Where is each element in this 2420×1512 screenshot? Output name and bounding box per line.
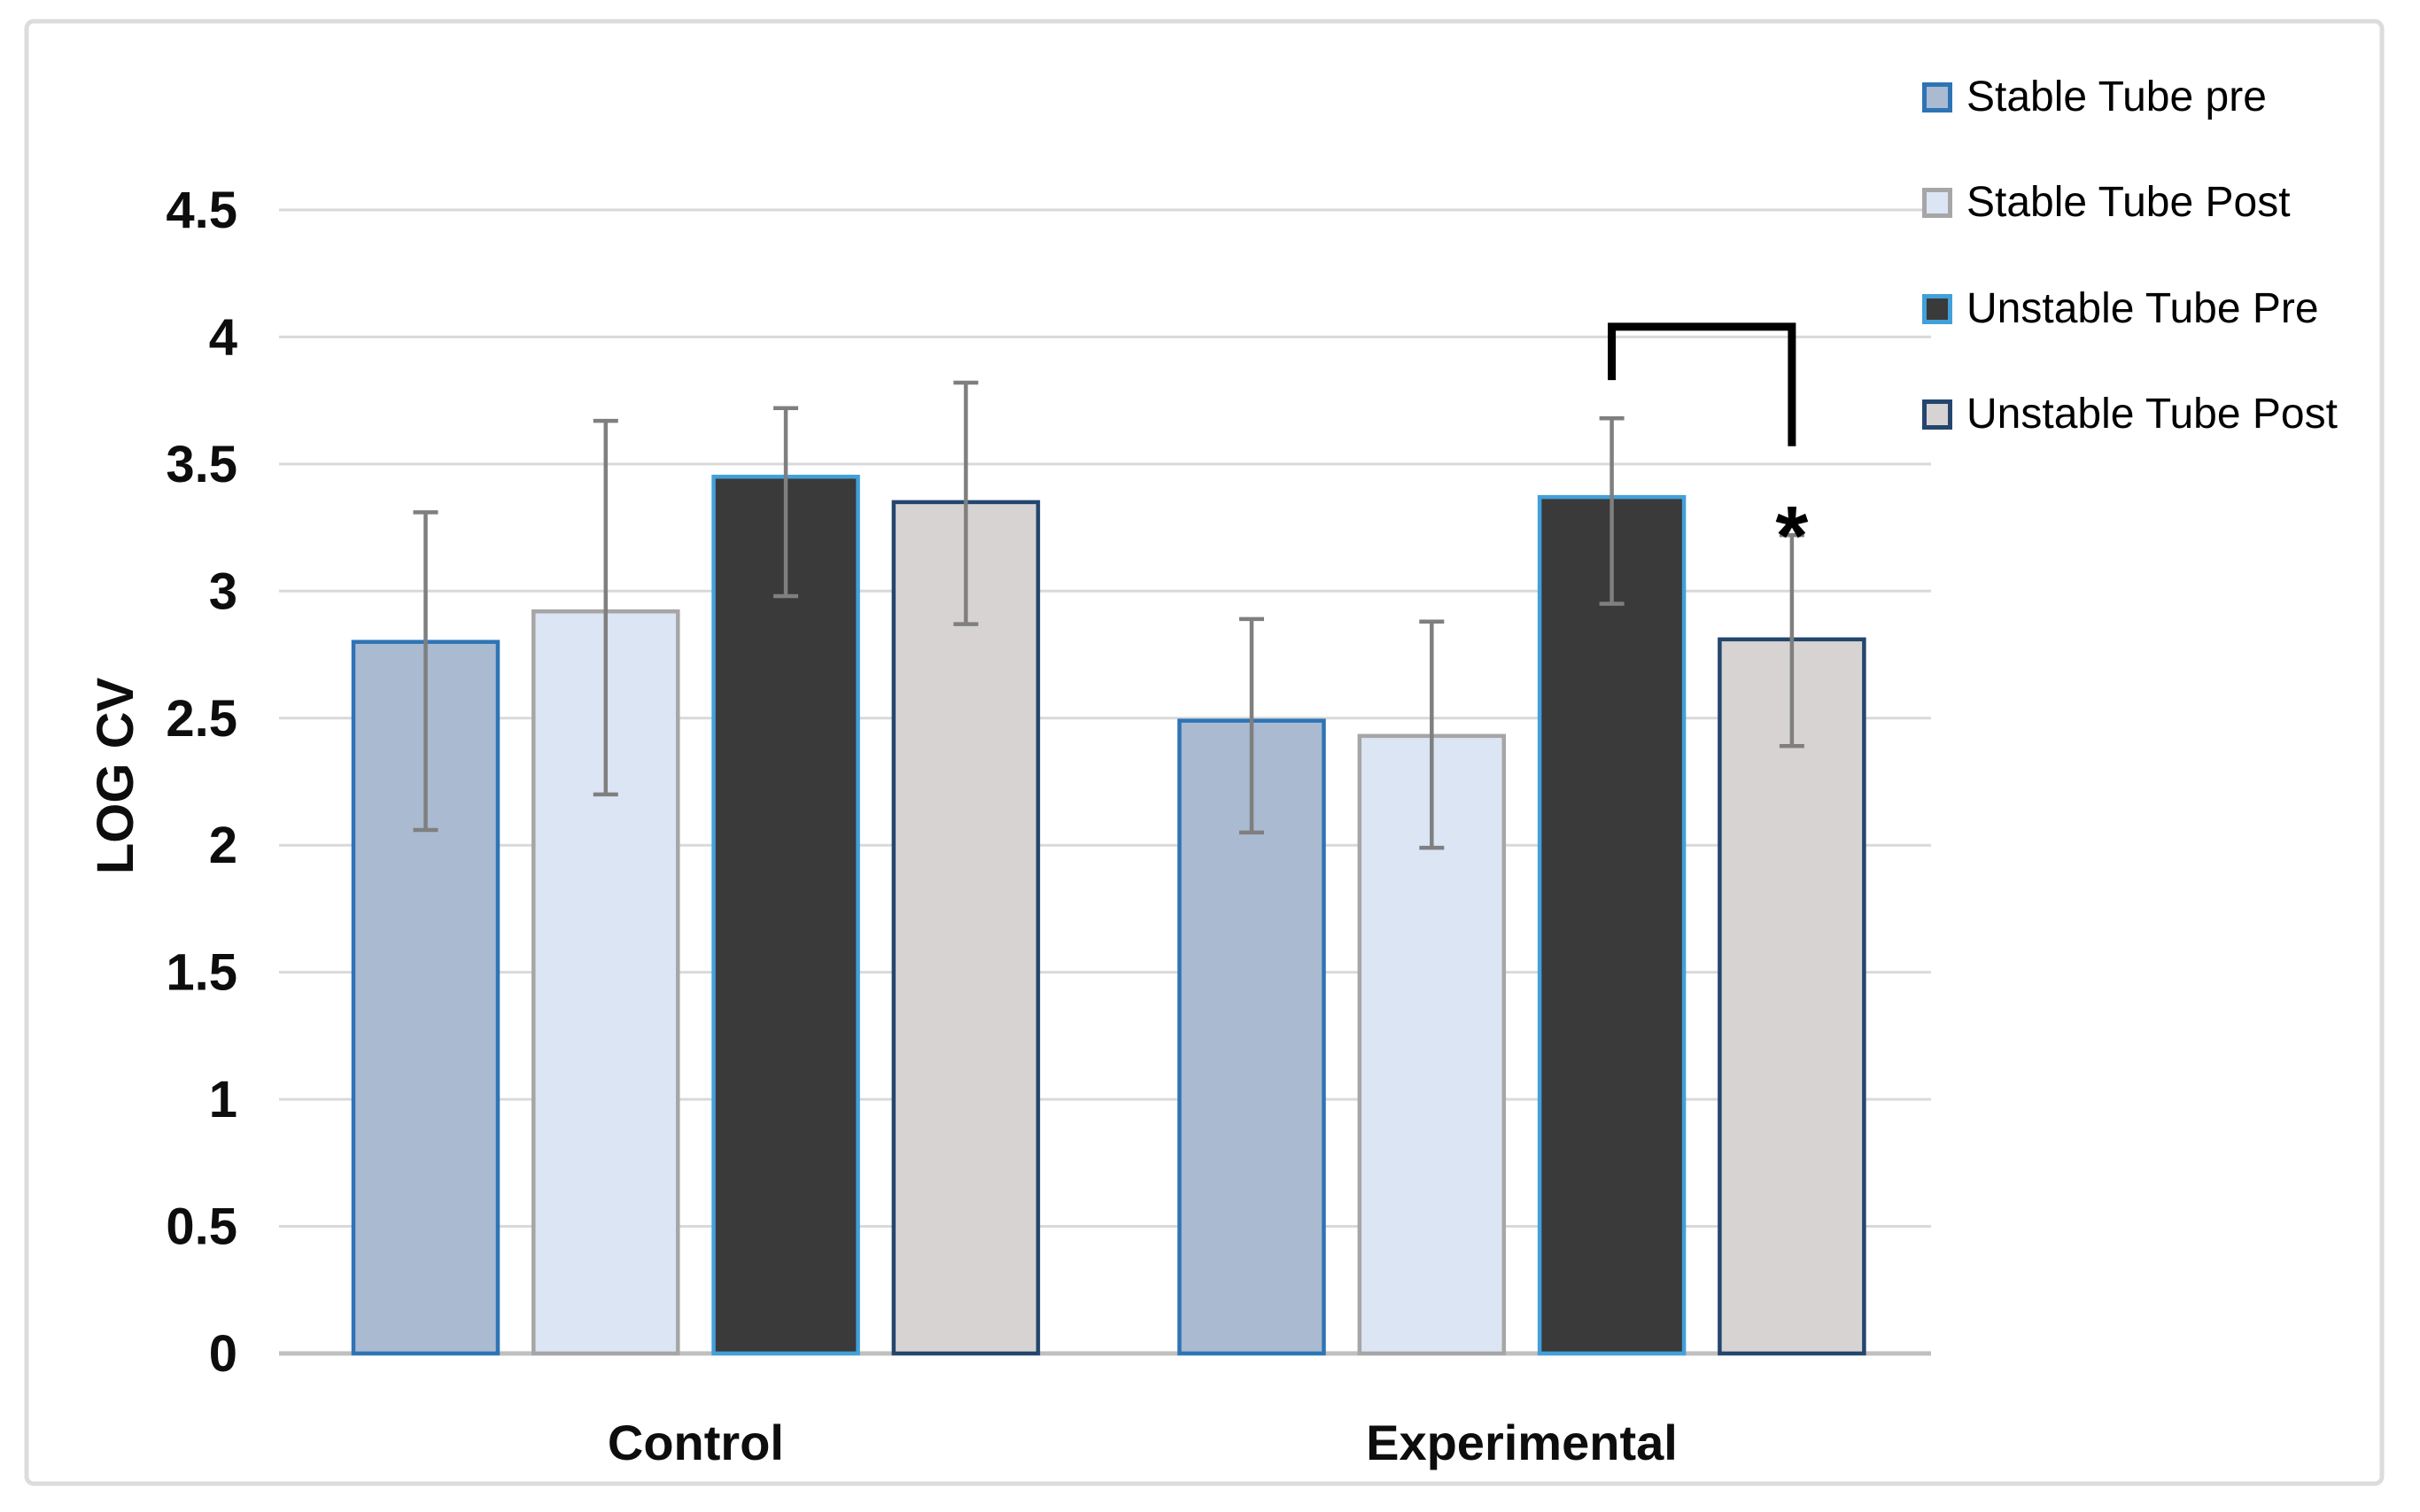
bar-experimental-unstable-tube-pre: [1537, 494, 1687, 1356]
x-category-label-control: Control: [608, 1415, 784, 1470]
y-tick-label: 3.5: [166, 436, 237, 493]
legend-label: Unstable Tube Post: [1966, 390, 2338, 438]
significance-bracket: [1608, 322, 1796, 446]
bar-control-unstable-tube-post: [891, 500, 1041, 1356]
legend: Stable Tube pre Stable Tube Post Unstable …: [1922, 0, 2418, 531]
y-tick-label: 3: [209, 562, 237, 620]
legend-swatch-unstable-tube-post: [1922, 399, 1952, 430]
legend-swatch-stable-tube-pre: [1922, 82, 1952, 112]
legend-swatch-stable-tube-post: [1922, 188, 1952, 219]
y-tick-label: 2.5: [166, 690, 237, 748]
legend-swatch-unstable-tube-pre: [1922, 293, 1952, 324]
legend-item-stable-tube-post: Stable Tube Post: [1922, 179, 2291, 227]
y-tick-label: 1: [209, 1071, 237, 1128]
legend-label: Stable Tube pre: [1966, 74, 2267, 120]
legend-item-unstable-tube-pre: Unstable Tube Pre: [1922, 284, 2319, 332]
legend-item-stable-tube-pre: Stable Tube pre: [1922, 76, 2267, 119]
y-tick-label: 0.5: [166, 1198, 237, 1256]
figure-frame: [24, 19, 2385, 1486]
y-tick-label: 2: [209, 817, 237, 874]
bar-control-unstable-tube-pre: [711, 474, 860, 1356]
legend-item-unstable-tube-post: Unstable Tube Post: [1922, 392, 2338, 435]
legend-label: Stable Tube Post: [1966, 179, 2291, 227]
legend-label: Unstable Tube Pre: [1966, 284, 2319, 332]
y-tick-label: 1.5: [166, 944, 237, 1002]
y-tick-label: 4: [209, 308, 237, 366]
x-category-label-experimental: Experimental: [1366, 1415, 1678, 1470]
bar-experimental-unstable-tube-post: [1718, 637, 1866, 1356]
y-tick-label: 4.5: [166, 182, 237, 239]
y-axis-title: LOG CV: [87, 678, 144, 875]
significance-asterisk: *: [1775, 489, 1808, 583]
y-tick-label: 0: [209, 1325, 237, 1383]
